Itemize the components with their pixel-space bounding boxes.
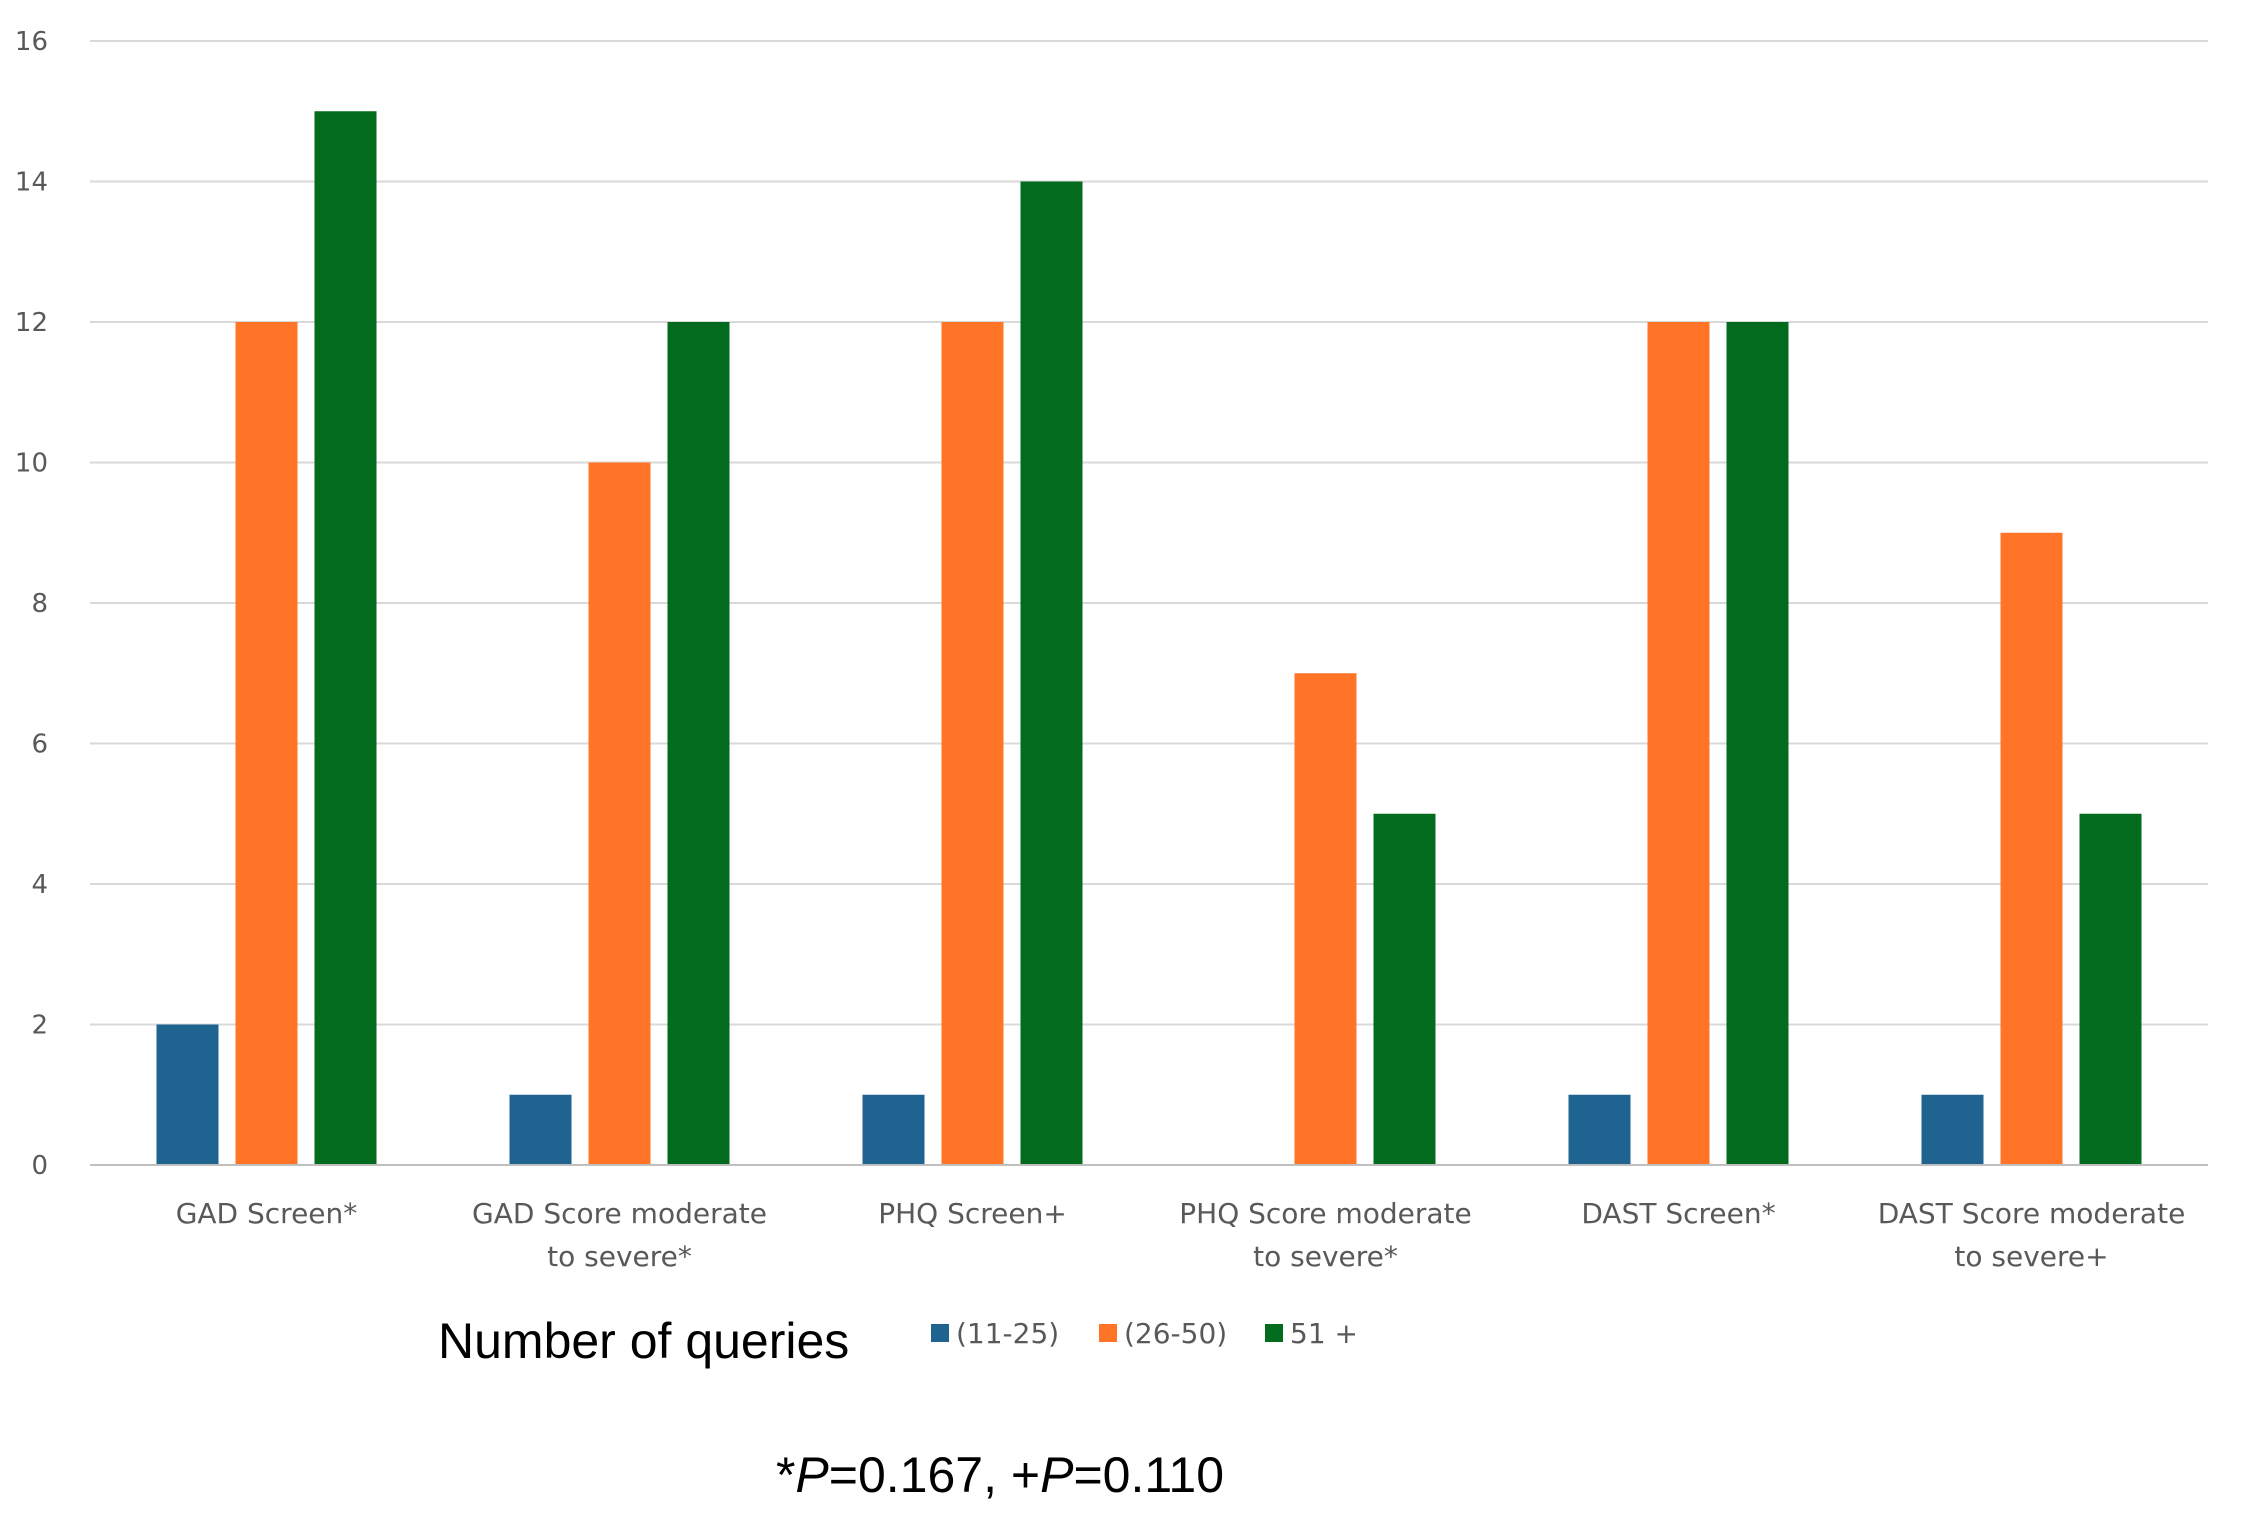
y-tick-label: 6: [31, 730, 48, 760]
bar: [509, 1094, 572, 1165]
legend-swatch: [1099, 1324, 1117, 1342]
bar: [1294, 673, 1357, 1165]
footnote-plus: +: [1011, 1447, 1040, 1503]
bar: [156, 1024, 219, 1165]
bar: [1647, 322, 1710, 1165]
x-category-label: PHQ Score moderate: [1179, 1197, 1471, 1230]
y-tick-label: 8: [31, 589, 48, 619]
y-tick-label: 10: [15, 449, 48, 479]
y-tick-label: 4: [31, 870, 48, 900]
y-tick-label: 16: [15, 27, 48, 57]
bar: [2079, 813, 2142, 1165]
bar: [2000, 532, 2063, 1165]
bar: [1726, 322, 1789, 1165]
y-tick-label: 2: [31, 1011, 48, 1041]
bar: [1568, 1094, 1631, 1165]
legend: Number of queries (11-25) (26-50) 51 +: [438, 1313, 1358, 1369]
x-category-label: DAST Score moderate: [1878, 1197, 2186, 1230]
x-category-label: to severe+: [1954, 1240, 2108, 1273]
x-category-label: to severe*: [1253, 1240, 1398, 1273]
bar: [235, 322, 298, 1165]
category-labels: GAD Screen* GAD Score moderate to severe* P…: [176, 1197, 2186, 1273]
y-axis-tick-labels: 0 2 4 6 8 10 12 14 16: [15, 27, 48, 1181]
footnote-star: *: [776, 1447, 795, 1503]
y-tick-label: 0: [31, 1151, 48, 1181]
legend-swatch: [931, 1324, 949, 1342]
footnote-p-letter: P: [795, 1447, 829, 1503]
bar: [1921, 1094, 1984, 1165]
x-category-label: GAD Screen*: [176, 1197, 358, 1230]
x-category-label: to severe*: [547, 1240, 692, 1273]
legend-label: (11-25): [956, 1317, 1059, 1350]
bar: [314, 111, 377, 1165]
x-category-label: DAST Screen*: [1581, 1197, 1775, 1230]
legend-title: Number of queries: [438, 1313, 849, 1369]
footnote-star-value: =0.167,: [829, 1447, 1011, 1503]
legend-label: 51 +: [1290, 1317, 1358, 1350]
gridlines: [90, 40, 2208, 1026]
bar: [667, 322, 730, 1165]
legend-swatch: [1265, 1324, 1283, 1342]
footnote-p-letter-2: P: [1040, 1447, 1074, 1503]
bar: [1373, 813, 1436, 1165]
legend-label: (26-50): [1124, 1317, 1227, 1350]
p-value-footnote: *P=0.167, +P=0.110: [776, 1447, 1224, 1503]
y-tick-label: 12: [15, 308, 48, 338]
x-category-label: PHQ Screen+: [878, 1197, 1067, 1230]
bar: [941, 322, 1004, 1165]
footnote-plus-value: =0.110: [1073, 1447, 1224, 1503]
x-category-label: GAD Score moderate: [472, 1197, 767, 1230]
bar: [862, 1094, 925, 1165]
bars: [156, 111, 2142, 1165]
y-tick-label: 14: [15, 168, 48, 198]
bar: [588, 462, 651, 1165]
bar: [1020, 181, 1083, 1165]
